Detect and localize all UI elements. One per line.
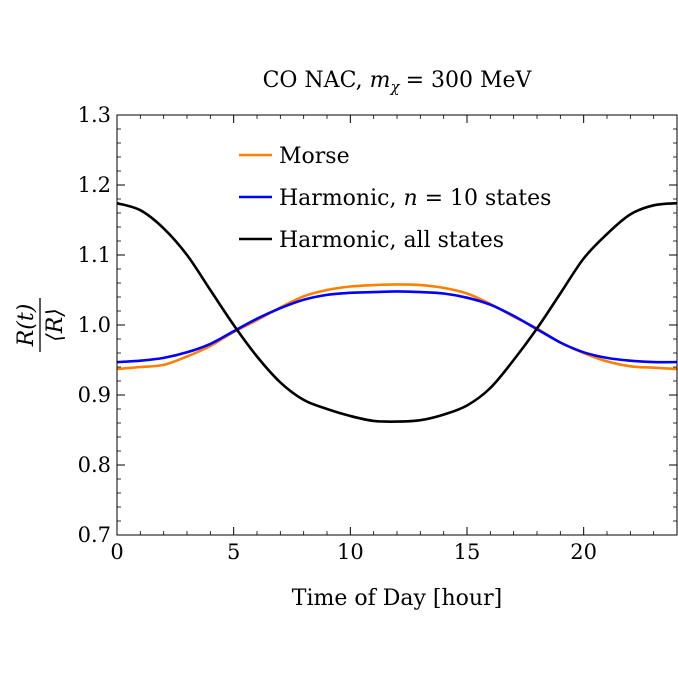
legend: Morse Harmonic, n = 10 states Harmonic, … <box>239 144 551 253</box>
plot-frame <box>116 114 678 536</box>
legend-label-harmonic-n10: Harmonic, n = 10 states <box>279 186 551 211</box>
y-tick-label: 0.7 <box>78 523 111 547</box>
series-layer <box>116 201 678 423</box>
x-tick-label: 15 <box>454 540 481 564</box>
x-tick-label: 20 <box>570 540 597 564</box>
y-axis-label-denominator: ⟨R⟩ <box>43 308 68 342</box>
series-line-morse <box>116 283 678 371</box>
ticks-layer: 0 5 10 15 20 0.7 0.8 0.9 1.0 1.1 1.2 1.3 <box>78 103 678 564</box>
y-axis-label: R(t) ⟨R⟩ <box>14 298 68 352</box>
legend-label-morse: Morse <box>279 144 350 169</box>
chart-title: CO NAC, mχ = 300 MeV <box>263 68 533 96</box>
y-tick-label: 1.1 <box>78 243 111 267</box>
series-line-harmonic-n10 <box>116 290 678 364</box>
legend-label-harmonic-all: Harmonic, all states <box>279 228 504 253</box>
x-axis-label: Time of Day [hour] <box>292 586 502 611</box>
y-tick-label: 1.2 <box>78 173 111 197</box>
y-axis-label-numerator: R(t) <box>14 304 39 348</box>
x-tick-label: 0 <box>110 540 123 564</box>
x-tick-label: 10 <box>337 540 364 564</box>
y-tick-label: 1.0 <box>78 313 111 337</box>
x-tick-label: 5 <box>227 540 240 564</box>
y-tick-label: 0.8 <box>78 453 111 477</box>
y-tick-label: 0.9 <box>78 383 111 407</box>
series-line-harmonic-all <box>116 201 678 423</box>
y-tick-label: 1.3 <box>78 103 111 127</box>
